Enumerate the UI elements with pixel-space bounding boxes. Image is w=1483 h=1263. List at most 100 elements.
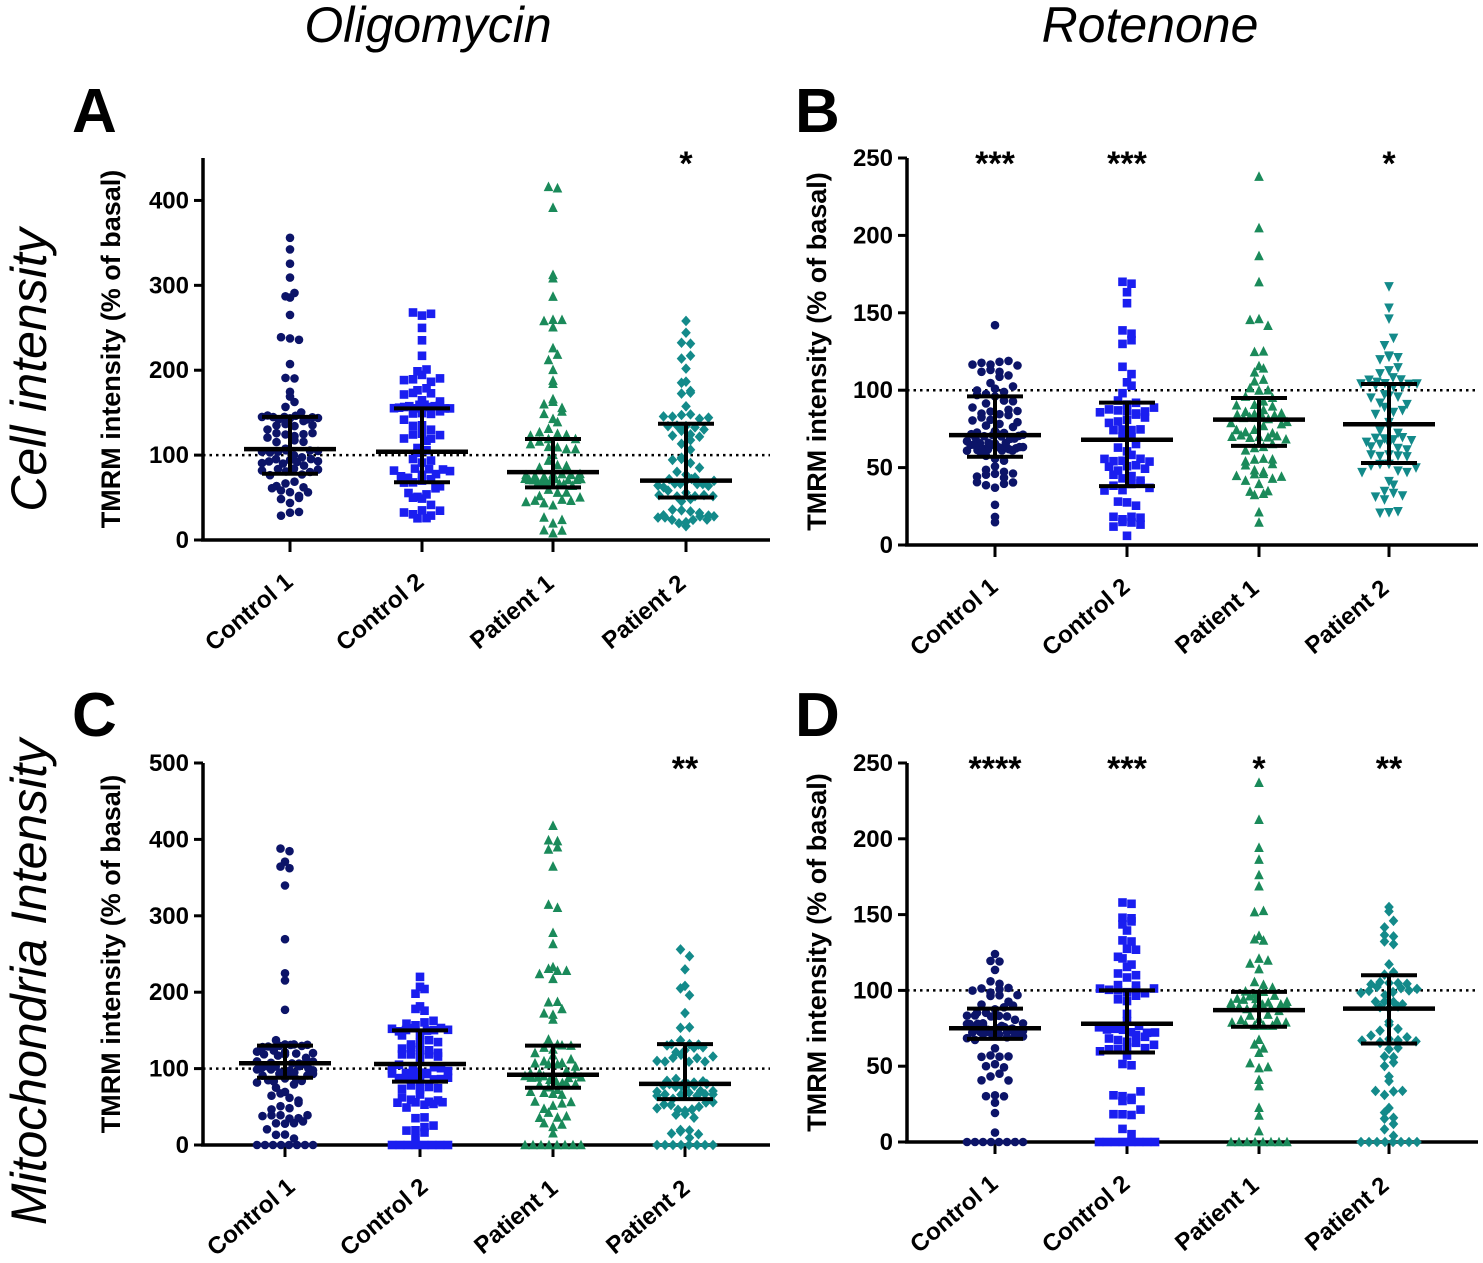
data-point [981, 1061, 991, 1071]
data-point [1263, 996, 1274, 1007]
data-point [1104, 1045, 1114, 1054]
x-tick-label: Control 1 [905, 1170, 1003, 1258]
data-point [999, 467, 1009, 477]
data-point [1263, 320, 1273, 331]
panel-letter: A [72, 77, 117, 146]
data-point [1379, 486, 1390, 497]
data-point [267, 483, 277, 493]
data-point [1136, 425, 1145, 434]
data-point [252, 1078, 262, 1087]
data-point [1388, 435, 1399, 445]
data-point [1113, 417, 1123, 426]
data-point [995, 409, 1004, 419]
series-patient-1 [1226, 777, 1292, 1147]
data-point [652, 1086, 662, 1097]
data-point [990, 462, 1000, 471]
data-point [1375, 451, 1385, 462]
data-point [1122, 378, 1132, 387]
data-point [1275, 999, 1286, 1009]
data-point [652, 1103, 662, 1114]
data-point [399, 415, 409, 424]
data-point [977, 1076, 986, 1085]
series-patient-2 [1356, 282, 1422, 519]
data-point [557, 1098, 567, 1108]
data-point [1254, 360, 1264, 371]
data-point [1402, 978, 1412, 990]
data-point [1238, 994, 1249, 1004]
data-point [1118, 432, 1127, 441]
data-point [1375, 426, 1385, 436]
data-point [1018, 442, 1028, 452]
data-point [417, 370, 427, 380]
data-point [406, 1040, 416, 1049]
data-point [995, 419, 1004, 429]
data-point [1366, 450, 1376, 460]
data-point [267, 1091, 276, 1100]
data-point [995, 991, 1004, 1000]
data-point [426, 500, 436, 510]
y-tick-label: 400 [149, 826, 189, 853]
data-point [1122, 962, 1132, 972]
data-point [570, 1061, 581, 1071]
data-point [1370, 492, 1381, 503]
data-point [972, 386, 982, 395]
data-point [700, 1139, 710, 1151]
data-point [1388, 931, 1399, 942]
data-point [1379, 996, 1390, 1007]
data-point [675, 1126, 686, 1137]
data-point [1375, 355, 1385, 365]
data-point [436, 1023, 446, 1033]
data-point [1267, 453, 1278, 464]
data-point [272, 428, 281, 438]
data-point [280, 857, 290, 866]
data-point [1127, 479, 1136, 489]
data-point [1242, 1136, 1252, 1147]
data-point [676, 425, 687, 437]
data-point [700, 1088, 710, 1100]
data-point [576, 1139, 586, 1150]
data-point [1393, 1023, 1403, 1035]
data-point [566, 1053, 576, 1064]
data-point [1254, 814, 1264, 824]
data-point [431, 469, 441, 479]
data-point [1254, 506, 1264, 517]
data-point [1379, 390, 1390, 400]
data-point [1127, 471, 1136, 481]
data-point [1127, 432, 1136, 442]
data-point [548, 1014, 558, 1024]
data-point [411, 1126, 420, 1135]
data-point [548, 527, 558, 538]
data-point [272, 437, 281, 447]
data-point [408, 510, 418, 519]
data-point [990, 500, 1000, 510]
data-point [684, 1139, 694, 1151]
data-point [415, 972, 425, 982]
data-point [1240, 426, 1251, 437]
series-patient-1 [520, 820, 586, 1150]
data-point [694, 462, 705, 473]
data-point [438, 1097, 447, 1107]
data-point [689, 1112, 699, 1124]
data-point [290, 421, 299, 431]
data-point [673, 1104, 683, 1116]
data-point [676, 438, 687, 450]
x-tick-label: Patient 1 [465, 570, 559, 655]
data-point [1140, 1043, 1150, 1053]
data-point [680, 964, 690, 975]
data-point [429, 1016, 438, 1026]
data-point [267, 1111, 276, 1120]
data-point [313, 456, 323, 466]
significance-label: *** [975, 145, 1015, 183]
data-point [1113, 443, 1123, 452]
data-point [397, 1093, 407, 1102]
data-point [1231, 470, 1242, 481]
data-point [1127, 960, 1136, 969]
data-point [548, 314, 558, 324]
data-point [543, 423, 554, 434]
significance-label: ** [672, 750, 699, 788]
data-point [1249, 424, 1260, 434]
data-point [1008, 397, 1018, 406]
data-point [1258, 404, 1269, 415]
data-point [548, 321, 558, 332]
data-point [1388, 1051, 1399, 1063]
